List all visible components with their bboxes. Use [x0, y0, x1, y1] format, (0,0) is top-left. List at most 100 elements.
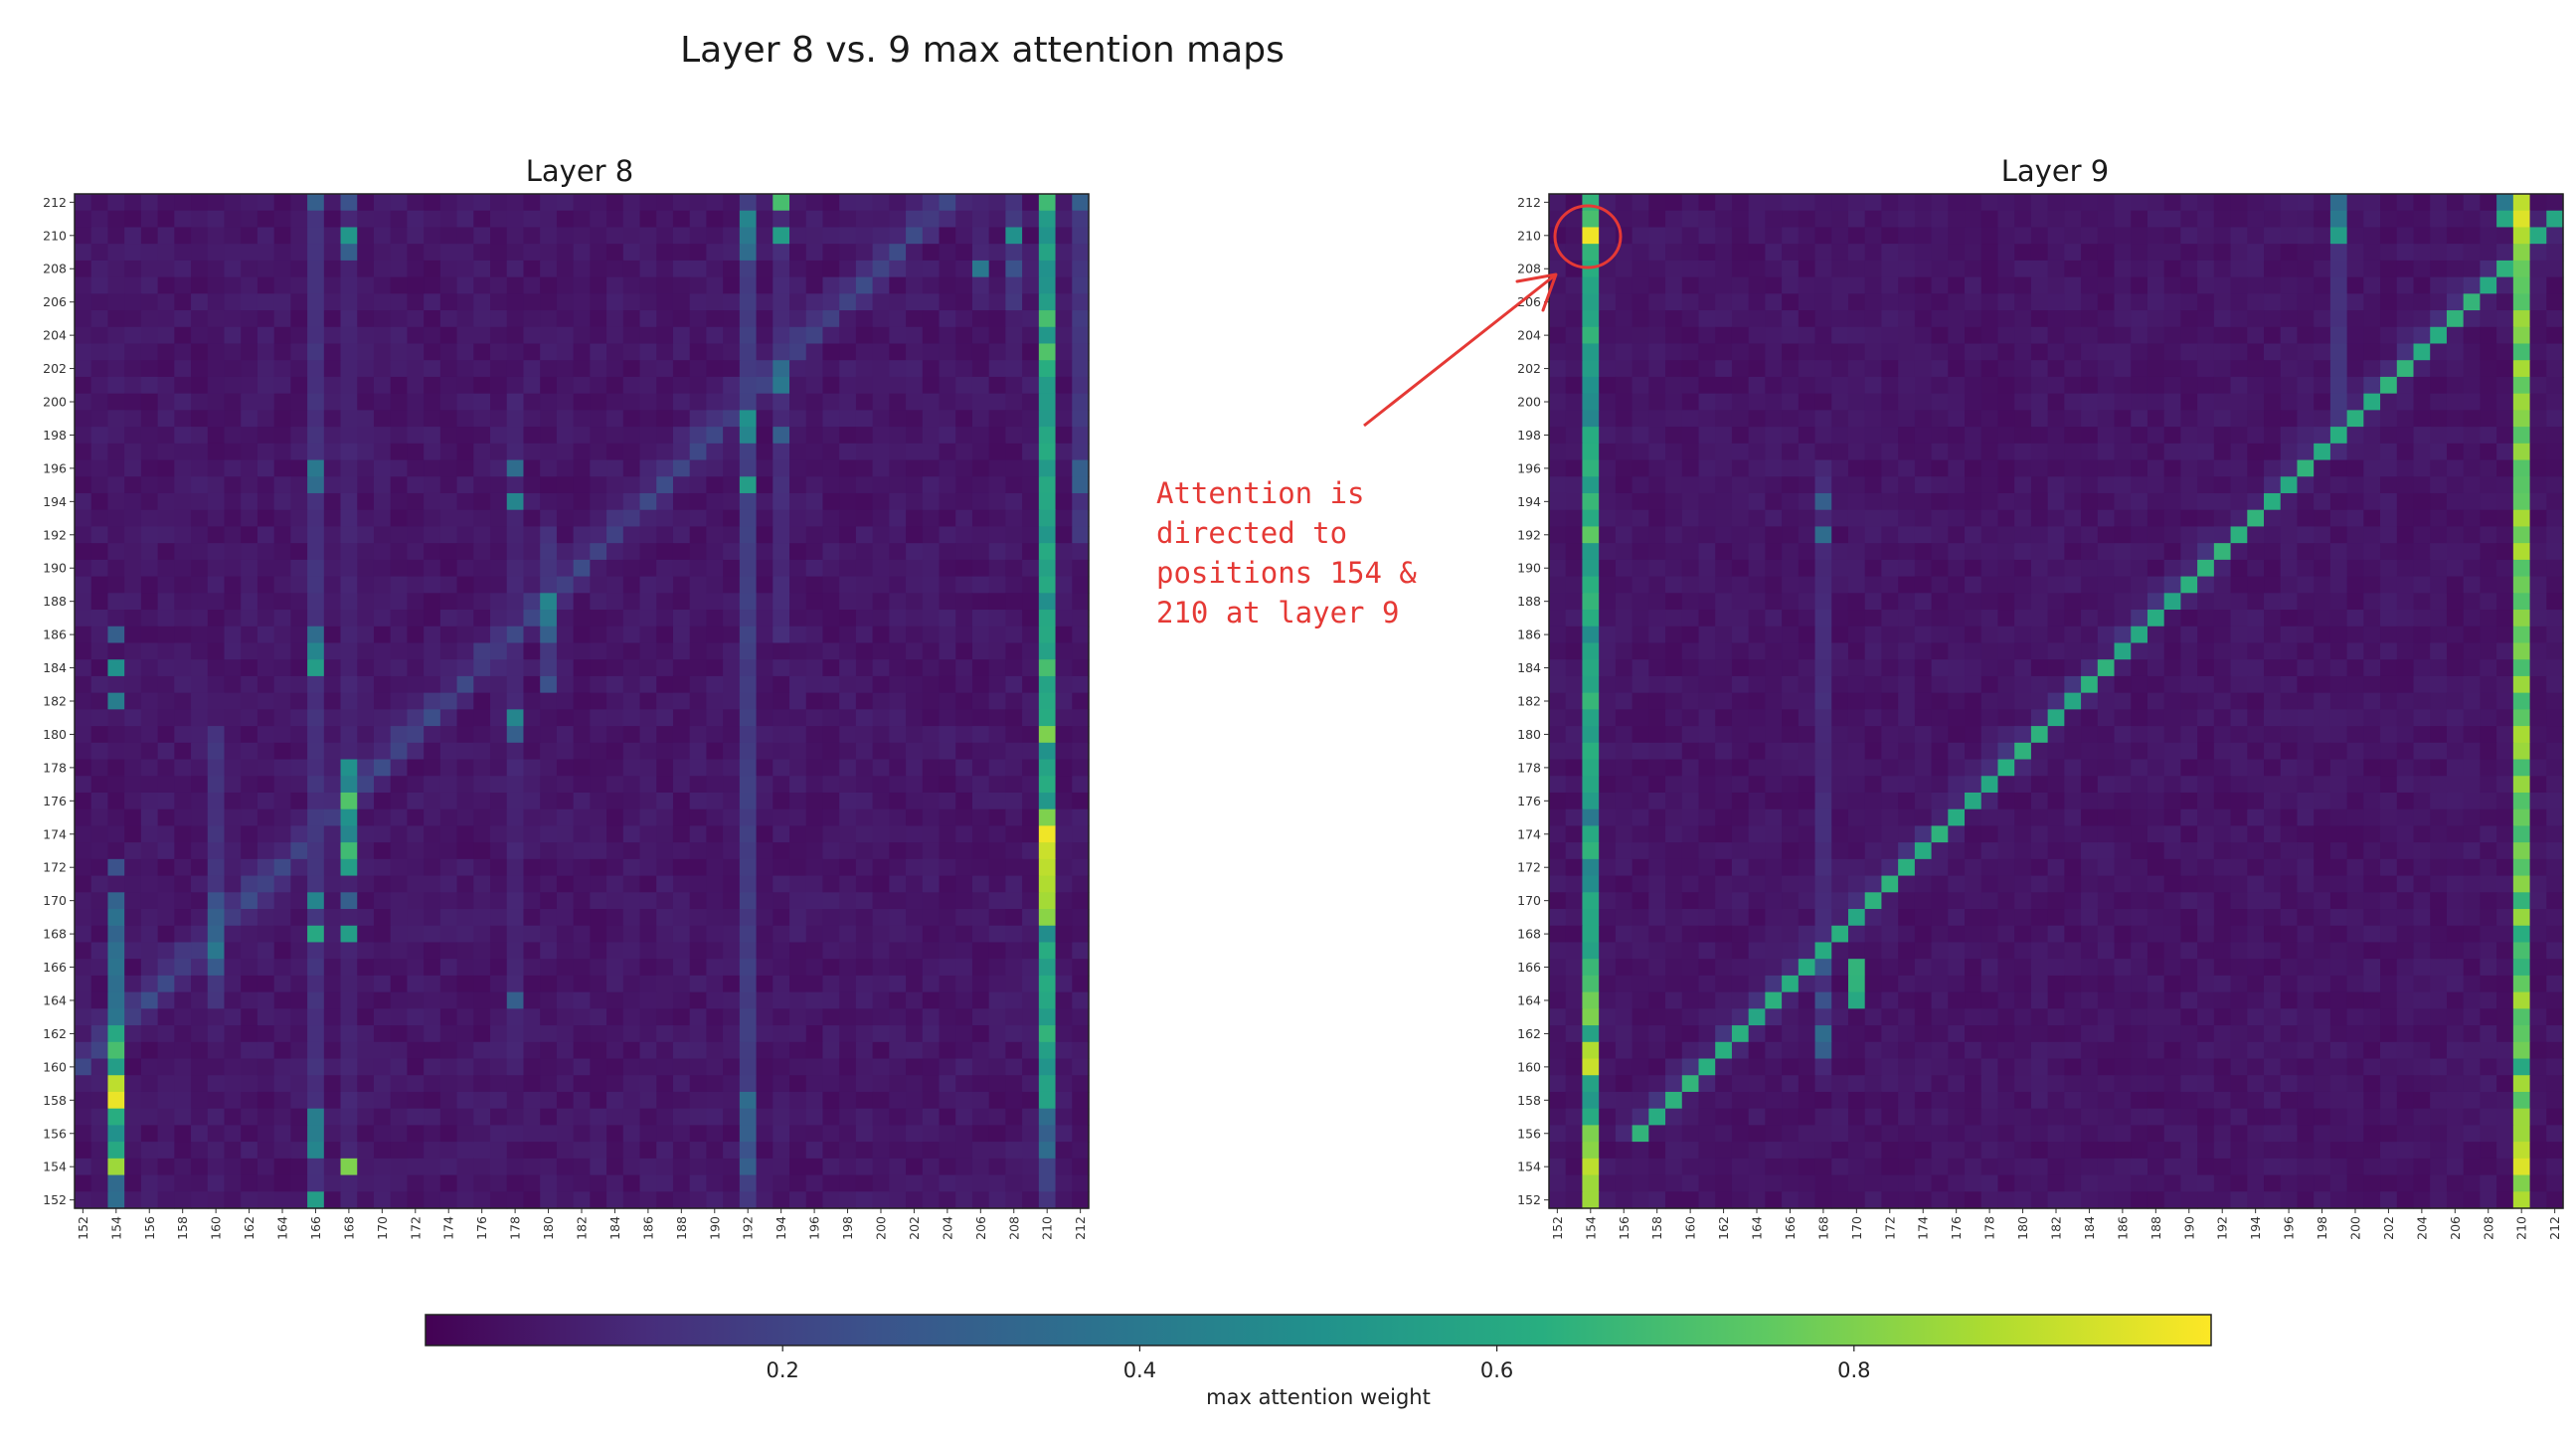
heatmap-cell	[855, 326, 874, 345]
heatmap-cell	[456, 593, 474, 611]
heatmap-cell	[2546, 360, 2564, 378]
heatmap-cell	[889, 459, 907, 477]
heatmap-cell	[1038, 726, 1057, 744]
heatmap-cell	[506, 1041, 525, 1060]
heatmap-cell	[490, 427, 508, 445]
heatmap-cell	[1599, 310, 1617, 328]
heatmap-cell	[241, 675, 258, 694]
heatmap-cell	[2264, 210, 2282, 229]
heatmap-cell	[789, 875, 807, 893]
heatmap-cell	[357, 626, 375, 644]
heatmap-cell	[606, 593, 624, 611]
heatmap-cell	[1881, 210, 1899, 229]
heatmap-cell	[1038, 559, 1057, 578]
heatmap-cell	[473, 410, 491, 428]
heatmap-cell	[939, 526, 956, 544]
heatmap-cell	[2014, 210, 2032, 229]
heatmap-cell	[839, 808, 857, 827]
heatmap-cell	[1072, 659, 1090, 677]
heatmap-cell	[1681, 227, 1700, 245]
heatmap-cell	[390, 293, 409, 311]
heatmap-cell	[1022, 1091, 1040, 1110]
heatmap-cell	[1898, 376, 1916, 395]
heatmap-cell	[307, 427, 325, 445]
heatmap-cell	[689, 726, 708, 744]
heatmap-cell	[922, 310, 941, 328]
heatmap-cell	[490, 194, 508, 212]
heatmap-cell	[241, 1075, 258, 1093]
heatmap-cell	[906, 194, 924, 212]
heatmap-cell	[906, 244, 924, 262]
heatmap-cell	[257, 675, 275, 694]
heatmap-cell	[424, 1008, 441, 1026]
heatmap-cell	[1055, 310, 1073, 328]
heatmap-cell	[140, 360, 159, 378]
heatmap-cell	[1055, 825, 1073, 843]
heatmap-cell	[2496, 260, 2514, 278]
heatmap-cell	[622, 808, 641, 827]
heatmap-cell	[739, 509, 758, 528]
heatmap-cell	[439, 858, 458, 877]
heatmap-cell	[855, 925, 874, 944]
heatmap-cell	[756, 875, 773, 893]
heatmap-cell	[1022, 659, 1040, 677]
heatmap-cell	[2363, 194, 2381, 212]
heatmap-cell	[224, 1142, 242, 1160]
heatmap-cell	[773, 942, 790, 960]
heatmap-cell	[191, 194, 209, 212]
heatmap-cell	[390, 459, 409, 477]
heatmap-cell	[971, 1058, 990, 1076]
heatmap-cell	[939, 742, 956, 761]
heatmap-cell	[290, 675, 308, 694]
heatmap-cell	[2380, 194, 2398, 212]
heatmap-cell	[373, 692, 392, 710]
heatmap-cell	[656, 343, 674, 361]
heatmap-cell	[340, 991, 358, 1009]
heatmap-cell	[689, 892, 708, 910]
heatmap-cell	[789, 842, 807, 860]
heatmap-cell	[889, 293, 907, 311]
heatmap-cell	[373, 742, 392, 761]
heatmap-cell	[2314, 260, 2331, 278]
heatmap-cell	[1631, 210, 1649, 229]
heatmap-cell	[906, 509, 924, 528]
heatmap-cell	[971, 875, 990, 893]
heatmap-cell	[1005, 975, 1023, 993]
heatmap-cell	[1782, 492, 1800, 511]
heatmap-cell	[191, 759, 209, 777]
heatmap-cell	[290, 410, 308, 428]
heatmap-cell	[1005, 1025, 1023, 1043]
heatmap-cell	[1022, 526, 1040, 544]
heatmap-cell	[2512, 227, 2531, 245]
heatmap-cell	[889, 227, 907, 245]
heatmap-cell	[107, 991, 125, 1009]
heatmap-cell	[439, 909, 458, 927]
heatmap-cell	[672, 1091, 691, 1110]
heatmap-cell	[922, 227, 941, 245]
heatmap-cell	[224, 476, 242, 494]
heatmap-cell	[672, 1191, 691, 1209]
heatmap-cell	[439, 1025, 458, 1043]
heatmap-cell	[174, 858, 192, 877]
heatmap-cell	[789, 410, 807, 428]
heatmap-cell	[540, 1108, 558, 1126]
heatmap-cell	[473, 543, 491, 561]
heatmap-cell	[191, 991, 209, 1009]
heatmap-cell	[2430, 227, 2448, 245]
heatmap-cell	[540, 1191, 558, 1209]
heatmap-cell	[340, 576, 358, 594]
heatmap-cell	[756, 909, 773, 927]
heatmap-cell	[1798, 326, 1816, 345]
heatmap-cell	[606, 959, 624, 977]
heatmap-cell	[2131, 492, 2148, 511]
heatmap-cell	[2180, 326, 2198, 345]
heatmap-cell	[622, 543, 641, 561]
heatmap-cell	[639, 808, 657, 827]
heatmap-cell	[373, 376, 392, 395]
heatmap-cell	[390, 892, 409, 910]
heatmap-cell	[424, 975, 441, 993]
heatmap-cell	[622, 476, 641, 494]
heatmap-cell	[90, 975, 109, 993]
heatmap-cell	[140, 626, 159, 644]
heatmap-cell	[174, 576, 192, 594]
